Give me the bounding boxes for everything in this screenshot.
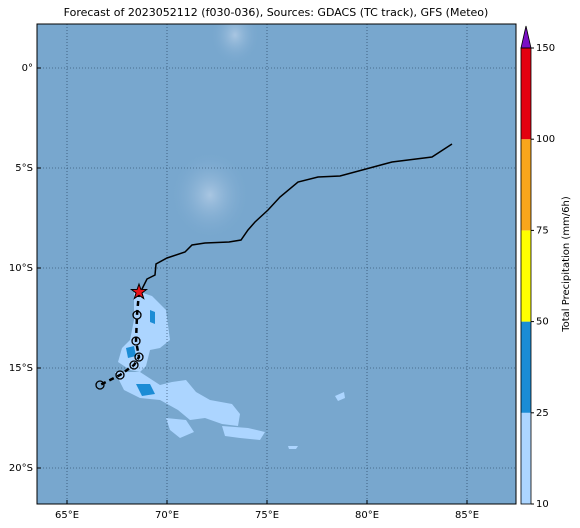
colorbar-segment [521, 321, 531, 413]
colorbar-tick-label: 100 [536, 134, 555, 145]
colorbar-label: Total Precipitation (mm/6h) [561, 196, 572, 333]
precipitation-heavy [126, 310, 155, 396]
colorbar-extend [520, 25, 532, 49]
axes: 65°E 70°E 75°E 80°E 85°E 0° 5°S 10°S 15°S 20°S [9, 63, 479, 521]
track-line [138, 143, 453, 293]
x-tick-label: 85°E [455, 510, 479, 521]
forecast-line [99, 291, 141, 387]
colorbar-segment [521, 139, 531, 231]
map-area [37, 24, 516, 504]
forecast-point [129, 360, 139, 370]
cloud [210, 24, 260, 65]
forecast-point [132, 310, 142, 320]
colorbar-segment [521, 48, 531, 140]
ocean [37, 24, 516, 504]
colorbar-segment [521, 230, 531, 322]
y-tick-label: 20°S [9, 463, 33, 474]
y-tick-label: 10°S [9, 263, 33, 274]
forecast-point [134, 352, 144, 362]
y-tick-label: 5°S [15, 163, 33, 174]
y-tick-label: 15°S [9, 363, 33, 374]
grid [37, 24, 516, 504]
x-tick-label: 75°E [255, 510, 279, 521]
colorbar-segment [521, 412, 531, 504]
forecast-point [131, 336, 141, 346]
track-layer [95, 143, 453, 390]
title: Forecast of 2023052112 (f030-036), Sourc… [64, 6, 489, 19]
x-tick-label: 70°E [155, 510, 179, 521]
colorbar: 10 25 50 75 100 150 [520, 25, 555, 510]
colorbar-tick-label: 150 [536, 43, 555, 54]
colorbar-tick-label: 10 [536, 499, 549, 510]
colorbar-tick-label: 75 [536, 225, 549, 236]
colorbar-frame [520, 47, 532, 505]
colorbar-tick-label: 50 [536, 317, 549, 328]
cloud [170, 150, 250, 240]
x-tick-label: 80°E [355, 510, 379, 521]
forecast-point [95, 380, 105, 390]
x-tick-label: 65°E [55, 510, 79, 521]
map-frame [36, 23, 517, 505]
forecast-point [115, 370, 125, 380]
current-position [129, 282, 149, 300]
y-tick-label: 0° [22, 63, 33, 74]
colorbar-tick-label: 25 [536, 408, 549, 419]
